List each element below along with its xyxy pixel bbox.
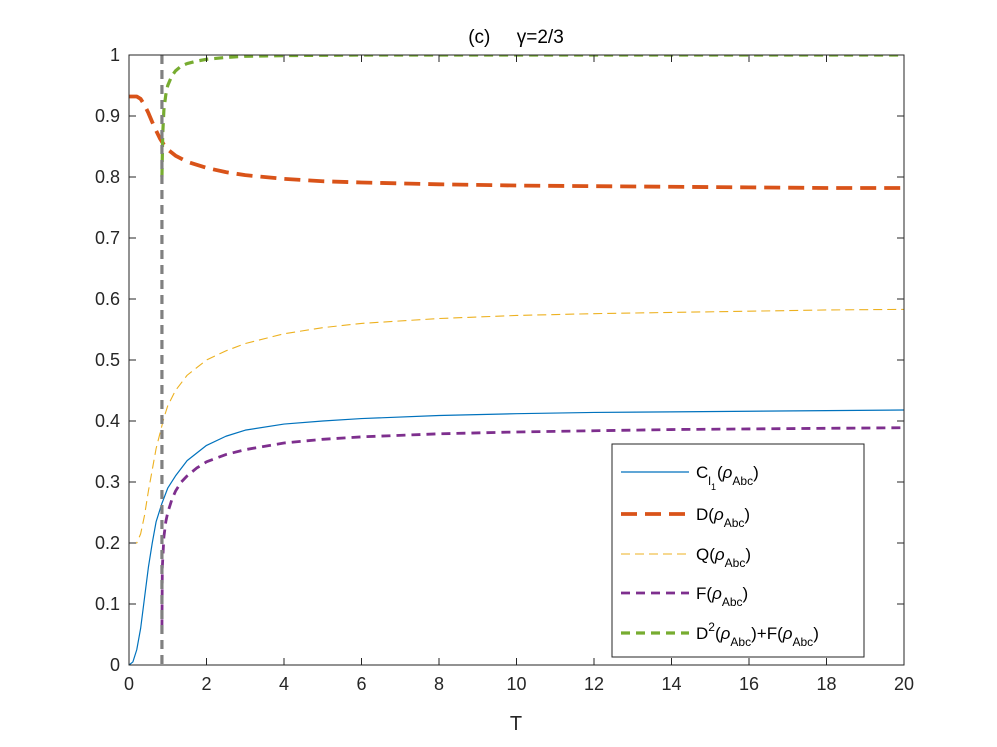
y-axis: 0 0.1 0.2 0.3 0.4 0.5 0.6 0.7 0.8 0.9 1 [95,45,904,675]
x-tick-label: 8 [434,674,444,694]
x-tick-label: 18 [816,674,836,694]
legend-entry-d: D(ρAbc) [696,505,750,530]
x-tick-label: 12 [584,674,604,694]
series-line-f [160,426,904,629]
legend: Cl1(ρAbc) D(ρAbc) Q(ρAbc) F(ρAbc) D2(ρAb… [611,443,865,658]
y-tick-label: 0.9 [95,106,120,126]
series-line-q [129,308,904,544]
y-tick-label: 0.2 [95,533,120,553]
y-tick-label: 0.6 [95,289,120,309]
series-line-c [129,409,904,665]
x-axis: 0 2 4 6 8 10 12 14 16 18 20 [124,55,914,694]
x-axis-label: T [510,713,522,735]
y-tick-label: 0.1 [95,594,120,614]
series-line-d [129,94,904,190]
y-tick-label: 0 [110,655,120,675]
x-tick-label: 6 [356,674,366,694]
legend-entry-q: Q(ρAbc) [696,545,751,570]
legend-entry-sum: D2(ρAbc)+F(ρAbc) [696,620,819,649]
chart-title: (c) γ=2/3 [468,27,564,48]
x-tick-label: 14 [661,674,681,694]
y-tick-label: 0.7 [95,228,120,248]
y-tick-label: 1 [110,45,120,65]
x-tick-label: 0 [124,674,134,694]
x-tick-label: 16 [739,674,759,694]
y-tick-label: 0.5 [95,350,120,370]
x-tick-label: 4 [279,674,289,694]
legend-entry-c: Cl1(ρAbc) [696,463,759,492]
x-tick-label: 10 [506,674,526,694]
y-tick-label: 0.4 [95,411,120,431]
y-tick-label: 0.3 [95,472,120,492]
series-line-s [160,55,904,178]
y-tick-label: 0.8 [95,167,120,187]
x-tick-label: 2 [201,674,211,694]
legend-box [611,443,865,658]
legend-entry-f: F(ρAbc) [696,584,748,609]
series-layer [129,55,904,665]
x-tick-label: 20 [894,674,914,694]
